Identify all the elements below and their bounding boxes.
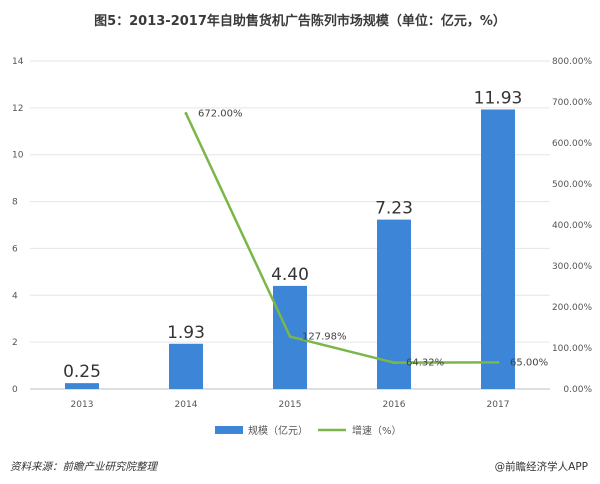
y-left-tick-label: 2	[12, 338, 18, 348]
legend-swatch-bar	[215, 426, 243, 434]
bar-value-label: 7.23	[375, 199, 413, 219]
chart-title: 图5：2013-2017年自助售货机广告陈列市场规模（单位：亿元，%）	[94, 14, 506, 29]
y-right-tick-label: 500.00%	[552, 180, 592, 190]
x-tick-label: 2014	[175, 400, 198, 410]
y-left-tick-label: 14	[12, 57, 24, 67]
y-right-tick-label: 800.00%	[552, 57, 592, 67]
bar-value-label: 4.40	[271, 265, 309, 285]
growth-value-label: 127.98%	[302, 332, 347, 343]
growth-value-label: 65.00%	[510, 357, 548, 368]
growth-line	[184, 112, 499, 364]
y-right-tick-label: 600.00%	[552, 139, 592, 149]
y-right-tick-label: 100.00%	[552, 344, 592, 354]
growth-point	[184, 111, 188, 115]
legend-label-line: 增速（%）	[352, 424, 402, 437]
x-tick-label: 2017	[487, 400, 510, 410]
brand-note: @前瞻经济学人APP	[494, 461, 588, 473]
bar	[65, 383, 99, 389]
growth-point	[392, 361, 396, 365]
growth-point	[288, 335, 292, 339]
bar	[481, 109, 515, 390]
y-right-tick-label: 400.00%	[552, 221, 592, 231]
legend-label-bar: 规模（亿元）	[248, 424, 308, 437]
y-left-tick-label: 4	[12, 291, 18, 301]
y-right-tick-label: 300.00%	[552, 262, 592, 272]
bar-value-label: 0.25	[63, 362, 101, 382]
growth-value-label: 672.00%	[198, 108, 243, 119]
x-tick-label: 2013	[71, 400, 94, 410]
y-right-tick-label: 0.00%	[563, 385, 592, 395]
growth-value-label: 64.32%	[406, 358, 444, 369]
y-right-tick-label: 200.00%	[552, 303, 592, 313]
y-left-tick-label: 12	[12, 104, 23, 114]
x-tick-label: 2016	[383, 400, 406, 410]
y-left-tick-label: 0	[12, 385, 18, 395]
growth-point	[496, 360, 500, 364]
source-note: 资料来源：前瞻产业研究院整理	[10, 461, 157, 473]
y-left-tick-label: 8	[12, 198, 18, 208]
bar-value-label: 1.93	[167, 323, 205, 343]
bar-value-label: 11.93	[474, 88, 523, 108]
y-left-tick-label: 10	[12, 151, 24, 161]
x-tick-label: 2015	[279, 400, 302, 410]
bar	[169, 343, 203, 389]
y-right-tick-label: 700.00%	[552, 98, 592, 108]
y-left-tick-label: 6	[12, 244, 18, 254]
